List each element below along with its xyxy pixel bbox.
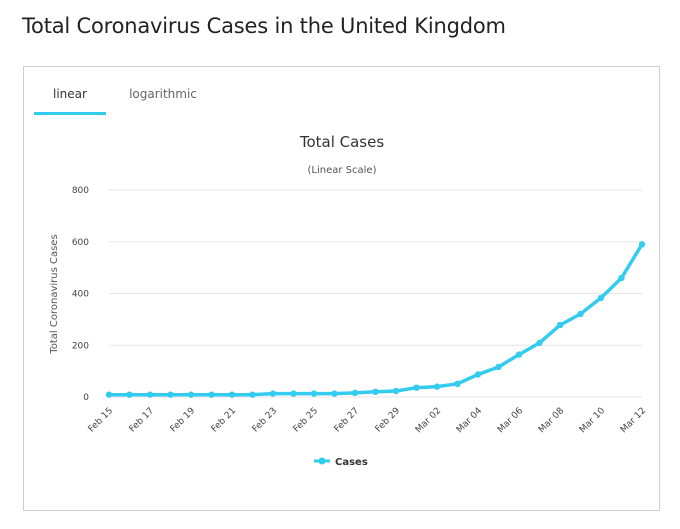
data-point-mar-09	[577, 310, 584, 318]
y-axis-ticks: 0 200 400 600 800	[72, 186, 89, 403]
data-point-mar-07	[536, 339, 543, 347]
y-axis-label: Total Coronavirus Cases	[49, 234, 60, 354]
legend-label-cases[interactable]: Cases	[335, 457, 368, 468]
data-point-mar-12	[638, 241, 646, 248]
x-tick-label-feb-23: Feb 23	[251, 406, 279, 434]
x-tick-label-feb-25: Feb 25	[292, 406, 320, 434]
y-tick-label-0: 0	[83, 393, 89, 403]
x-tick-label-mar-02: Mar 02	[414, 406, 443, 435]
data-point-feb-15	[105, 391, 113, 398]
data-point-mar-03	[454, 380, 461, 388]
data-point-feb-21	[228, 391, 236, 398]
tab-logarithmic[interactable]: logarithmic	[129, 87, 197, 101]
chart-card: linear logarithmic Total Cases (Linear S…	[23, 66, 660, 511]
data-point-mar-11	[618, 274, 625, 282]
data-point-mar-01	[413, 384, 420, 391]
x-tick-label-mar-06: Mar 06	[496, 406, 525, 435]
data-point-feb-24	[290, 390, 297, 397]
x-tick-label-mar-08: Mar 08	[537, 406, 566, 435]
y-tick-label-800: 800	[72, 186, 89, 196]
x-tick-label-feb-15: Feb 15	[87, 406, 115, 434]
legend[interactable]: Cases	[314, 457, 368, 468]
data-point-feb-26	[331, 390, 338, 397]
data-point-mar-06	[515, 351, 523, 358]
series-cases	[105, 241, 646, 398]
line-chart: Total Cases (Linear Scale) Total Coronav…	[49, 133, 648, 468]
x-tick-label-mar-10: Mar 10	[578, 406, 607, 435]
y-tick-label-200: 200	[72, 341, 89, 351]
page-title: Total Coronavirus Cases in the United Ki…	[22, 14, 506, 38]
x-tick-label-mar-04: Mar 04	[455, 406, 484, 435]
y-tick-label-400: 400	[72, 290, 89, 300]
data-point-feb-23	[269, 390, 277, 397]
data-point-feb-19	[187, 391, 195, 398]
x-axis-ticks: Feb 15 Feb 17 Feb 19 Feb 21 Feb 23 Feb 25 Feb …	[87, 406, 648, 435]
data-point-feb-17	[146, 391, 154, 398]
chart-title: Total Cases	[299, 133, 385, 151]
data-point-feb-22	[249, 391, 256, 398]
x-tick-label-mar-12: Mar 12	[619, 406, 648, 435]
y-tick-label-600: 600	[72, 238, 89, 248]
grid	[109, 189, 642, 398]
scale-tabs: linear logarithmic	[34, 81, 220, 115]
data-point-feb-16	[126, 391, 133, 398]
data-point-mar-04	[474, 371, 482, 378]
chart-subtitle: (Linear Scale)	[308, 165, 377, 176]
data-point-feb-27	[351, 389, 359, 397]
x-tick-label-feb-27: Feb 27	[333, 406, 361, 434]
data-point-mar-05	[495, 363, 502, 371]
data-point-feb-20	[208, 391, 215, 398]
data-point-feb-25	[310, 390, 318, 397]
series-line-cases	[107, 242, 644, 397]
x-tick-label-feb-17: Feb 17	[128, 406, 156, 434]
data-point-mar-08	[556, 321, 564, 329]
data-point-feb-18	[167, 391, 174, 398]
x-tick-label-feb-19: Feb 19	[169, 406, 198, 435]
data-point-feb-29	[392, 387, 400, 395]
data-point-mar-10	[597, 294, 605, 302]
legend-swatch-marker	[318, 457, 326, 465]
x-tick-label-feb-29: Feb 29	[374, 406, 403, 435]
data-point-feb-28	[372, 388, 379, 396]
tab-linear[interactable]: linear	[34, 81, 106, 115]
data-point-mar-02	[433, 383, 441, 390]
x-tick-label-feb-21: Feb 21	[210, 406, 238, 434]
